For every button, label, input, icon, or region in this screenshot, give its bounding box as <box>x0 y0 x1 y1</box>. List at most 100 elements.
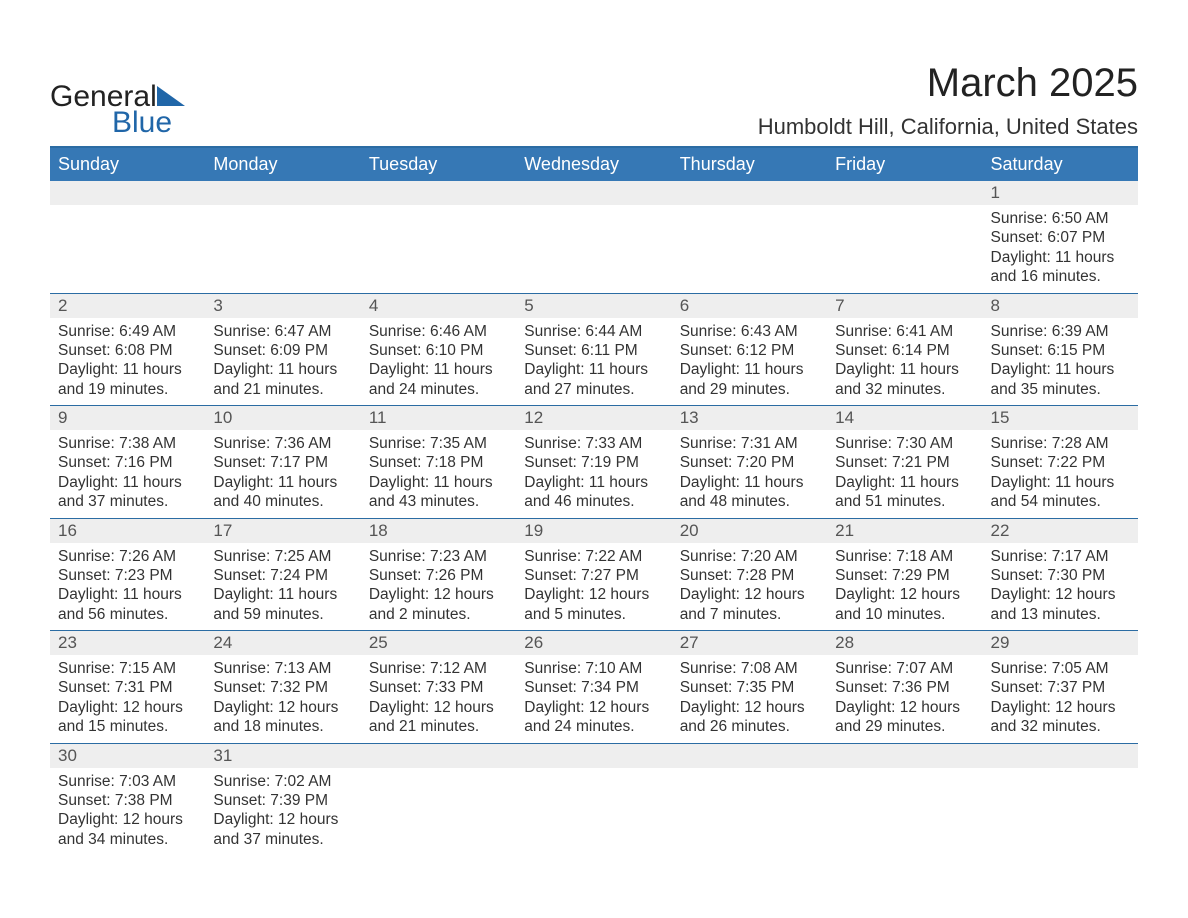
day-sunset: Sunset: 7:20 PM <box>680 453 819 472</box>
calendar-day-empty <box>827 181 982 293</box>
calendar-day-empty <box>827 744 982 856</box>
day-sunset: Sunset: 7:17 PM <box>213 453 352 472</box>
day-number: 3 <box>205 294 360 318</box>
day-sunset: Sunset: 6:09 PM <box>213 341 352 360</box>
calendar-day: 8Sunrise: 6:39 AMSunset: 6:15 PMDaylight… <box>983 294 1138 406</box>
day-sunrise: Sunrise: 7:07 AM <box>835 659 974 678</box>
day-sunrise: Sunrise: 7:08 AM <box>680 659 819 678</box>
calendar-day: 11Sunrise: 7:35 AMSunset: 7:18 PMDayligh… <box>361 406 516 518</box>
header: General Blue March 2025 Humboldt Hill, C… <box>50 50 1138 140</box>
day-details: Sunrise: 7:23 AMSunset: 7:26 PMDaylight:… <box>361 543 516 631</box>
day-dl1: Daylight: 12 hours <box>991 585 1130 604</box>
day-details: Sunrise: 7:15 AMSunset: 7:31 PMDaylight:… <box>50 655 205 743</box>
day-sunrise: Sunrise: 7:13 AM <box>213 659 352 678</box>
day-dl1: Daylight: 11 hours <box>991 473 1130 492</box>
day-sunset: Sunset: 7:22 PM <box>991 453 1130 472</box>
day-number: 1 <box>983 181 1138 205</box>
calendar-day: 14Sunrise: 7:30 AMSunset: 7:21 PMDayligh… <box>827 406 982 518</box>
day-sunrise: Sunrise: 6:46 AM <box>369 322 508 341</box>
day-dl2: and 19 minutes. <box>58 380 197 399</box>
calendar-day: 6Sunrise: 6:43 AMSunset: 6:12 PMDaylight… <box>672 294 827 406</box>
day-sunset: Sunset: 7:24 PM <box>213 566 352 585</box>
calendar-day-empty <box>361 744 516 856</box>
day-sunset: Sunset: 6:08 PM <box>58 341 197 360</box>
day-dl1: Daylight: 11 hours <box>58 360 197 379</box>
day-dl1: Daylight: 12 hours <box>213 810 352 829</box>
day-of-week-header: Sunday Monday Tuesday Wednesday Thursday… <box>50 148 1138 181</box>
calendar-day: 9Sunrise: 7:38 AMSunset: 7:16 PMDaylight… <box>50 406 205 518</box>
calendar-day-empty <box>516 181 671 293</box>
day-details: Sunrise: 7:12 AMSunset: 7:33 PMDaylight:… <box>361 655 516 743</box>
calendar-day: 5Sunrise: 6:44 AMSunset: 6:11 PMDaylight… <box>516 294 671 406</box>
day-sunrise: Sunrise: 7:33 AM <box>524 434 663 453</box>
day-dl1: Daylight: 12 hours <box>58 698 197 717</box>
day-dl2: and 37 minutes. <box>58 492 197 511</box>
day-sunrise: Sunrise: 7:23 AM <box>369 547 508 566</box>
day-dl1: Daylight: 12 hours <box>680 698 819 717</box>
day-sunset: Sunset: 7:16 PM <box>58 453 197 472</box>
calendar-day: 12Sunrise: 7:33 AMSunset: 7:19 PMDayligh… <box>516 406 671 518</box>
day-dl2: and 27 minutes. <box>524 380 663 399</box>
day-dl2: and 24 minutes. <box>524 717 663 736</box>
day-details: Sunrise: 7:05 AMSunset: 7:37 PMDaylight:… <box>983 655 1138 743</box>
day-sunrise: Sunrise: 7:15 AM <box>58 659 197 678</box>
calendar-day: 29Sunrise: 7:05 AMSunset: 7:37 PMDayligh… <box>983 631 1138 743</box>
day-details: Sunrise: 7:17 AMSunset: 7:30 PMDaylight:… <box>983 543 1138 631</box>
day-details: Sunrise: 7:07 AMSunset: 7:36 PMDaylight:… <box>827 655 982 743</box>
calendar-day: 22Sunrise: 7:17 AMSunset: 7:30 PMDayligh… <box>983 519 1138 631</box>
dow-sunday: Sunday <box>50 148 205 181</box>
day-number: 2 <box>50 294 205 318</box>
day-dl1: Daylight: 11 hours <box>991 248 1130 267</box>
day-number: 18 <box>361 519 516 543</box>
day-details: Sunrise: 7:13 AMSunset: 7:32 PMDaylight:… <box>205 655 360 743</box>
day-number: 26 <box>516 631 671 655</box>
day-dl2: and 48 minutes. <box>680 492 819 511</box>
day-dl2: and 21 minutes. <box>213 380 352 399</box>
day-number: 11 <box>361 406 516 430</box>
day-dl2: and 15 minutes. <box>58 717 197 736</box>
day-dl2: and 59 minutes. <box>213 605 352 624</box>
day-dl1: Daylight: 11 hours <box>213 585 352 604</box>
day-number: 12 <box>516 406 671 430</box>
day-dl2: and 40 minutes. <box>213 492 352 511</box>
dow-friday: Friday <box>827 148 982 181</box>
day-dl2: and 46 minutes. <box>524 492 663 511</box>
calendar-day: 13Sunrise: 7:31 AMSunset: 7:20 PMDayligh… <box>672 406 827 518</box>
day-dl1: Daylight: 11 hours <box>524 360 663 379</box>
day-number: 22 <box>983 519 1138 543</box>
day-details: Sunrise: 7:38 AMSunset: 7:16 PMDaylight:… <box>50 430 205 518</box>
calendar-day: 2 Sunrise: 6:49 AMSunset: 6:08 PMDaylight… <box>50 294 205 406</box>
day-sunset: Sunset: 7:19 PM <box>524 453 663 472</box>
logo-triangle-icon <box>157 86 185 106</box>
calendar-day: 25Sunrise: 7:12 AMSunset: 7:33 PMDayligh… <box>361 631 516 743</box>
day-dl2: and 2 minutes. <box>369 605 508 624</box>
day-number: 7 <box>827 294 982 318</box>
day-sunrise: Sunrise: 6:49 AM <box>58 322 197 341</box>
day-sunset: Sunset: 7:26 PM <box>369 566 508 585</box>
calendar-day: 30Sunrise: 7:03 AMSunset: 7:38 PMDayligh… <box>50 744 205 856</box>
day-number: 19 <box>516 519 671 543</box>
day-dl1: Daylight: 11 hours <box>991 360 1130 379</box>
calendar-day-empty <box>983 744 1138 856</box>
calendar-day: 23Sunrise: 7:15 AMSunset: 7:31 PMDayligh… <box>50 631 205 743</box>
day-number <box>672 744 827 768</box>
day-sunrise: Sunrise: 7:22 AM <box>524 547 663 566</box>
day-sunrise: Sunrise: 7:26 AM <box>58 547 197 566</box>
day-sunset: Sunset: 6:14 PM <box>835 341 974 360</box>
day-details: Sunrise: 6:43 AMSunset: 6:12 PMDaylight:… <box>672 318 827 406</box>
day-details: Sunrise: 7:18 AMSunset: 7:29 PMDaylight:… <box>827 543 982 631</box>
day-sunset: Sunset: 7:34 PM <box>524 678 663 697</box>
dow-saturday: Saturday <box>983 148 1138 181</box>
day-dl1: Daylight: 12 hours <box>369 698 508 717</box>
day-sunset: Sunset: 7:28 PM <box>680 566 819 585</box>
day-dl1: Daylight: 11 hours <box>680 360 819 379</box>
day-number: 28 <box>827 631 982 655</box>
calendar-day: 31Sunrise: 7:02 AMSunset: 7:39 PMDayligh… <box>205 744 360 856</box>
day-dl2: and 32 minutes. <box>991 717 1130 736</box>
day-dl1: Daylight: 12 hours <box>835 585 974 604</box>
day-details: Sunrise: 7:36 AMSunset: 7:17 PMDaylight:… <box>205 430 360 518</box>
day-sunset: Sunset: 7:30 PM <box>991 566 1130 585</box>
day-dl1: Daylight: 12 hours <box>524 698 663 717</box>
calendar: Sunday Monday Tuesday Wednesday Thursday… <box>50 146 1138 855</box>
day-details: Sunrise: 7:02 AMSunset: 7:39 PMDaylight:… <box>205 768 360 856</box>
